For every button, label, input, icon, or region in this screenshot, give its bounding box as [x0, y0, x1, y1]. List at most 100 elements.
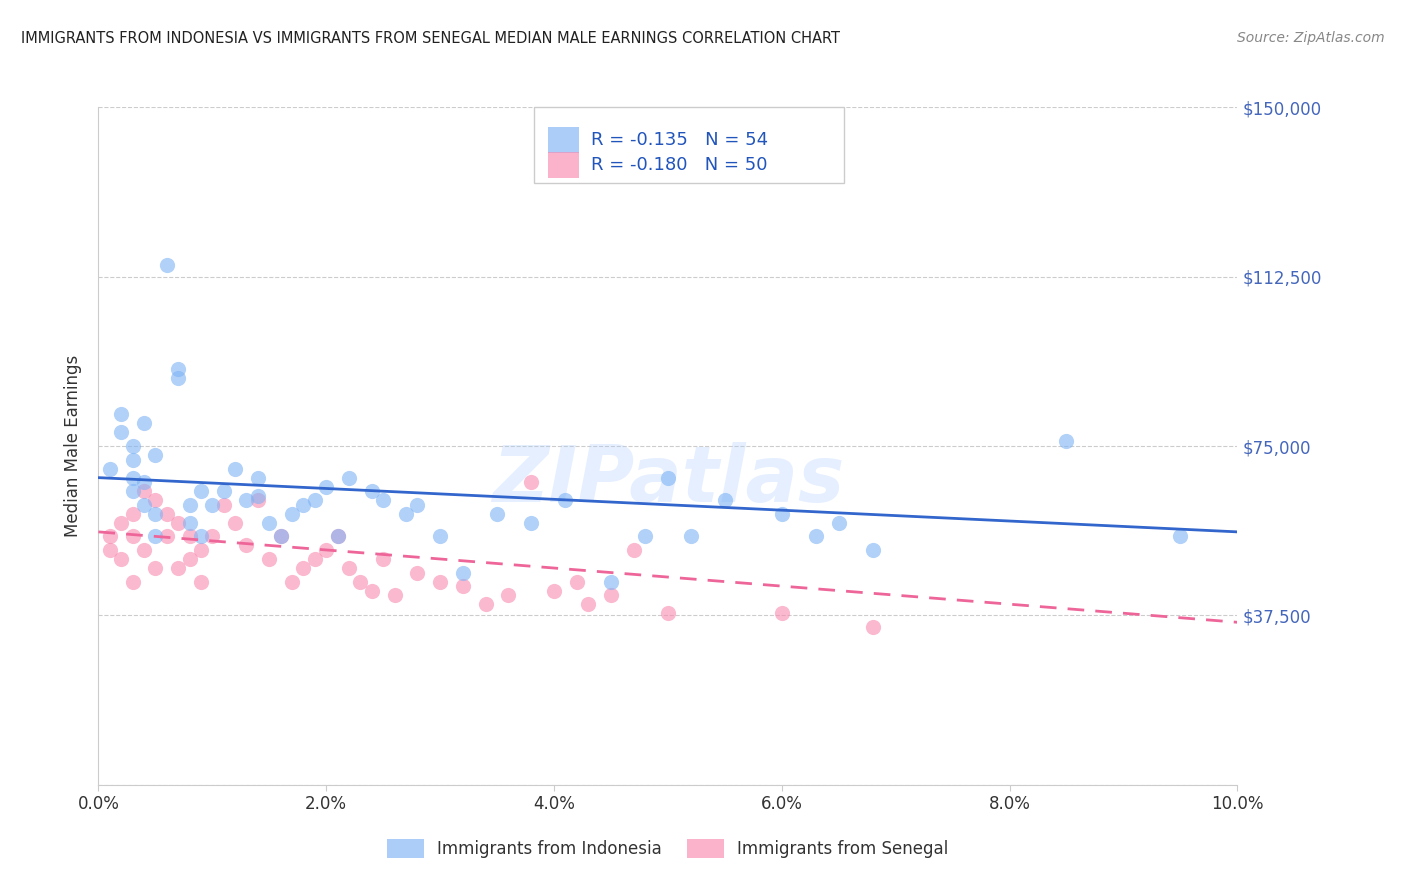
Y-axis label: Median Male Earnings: Median Male Earnings [65, 355, 83, 537]
Point [554, 493, 576, 508]
Point [828, 516, 851, 530]
Point [190, 484, 212, 499]
Point [246, 493, 269, 508]
Point [1170, 529, 1192, 543]
Point [98, 529, 121, 543]
Point [304, 493, 326, 508]
Point [167, 362, 190, 376]
Point [190, 543, 212, 558]
Point [292, 561, 315, 575]
Text: R = -0.135   N = 54: R = -0.135 N = 54 [591, 131, 768, 149]
Point [373, 552, 395, 566]
Point [576, 597, 599, 611]
Point [259, 516, 281, 530]
Point [190, 529, 212, 543]
Text: Source: ZipAtlas.com: Source: ZipAtlas.com [1237, 31, 1385, 45]
Text: IMMIGRANTS FROM INDONESIA VS IMMIGRANTS FROM SENEGAL MEDIAN MALE EARNINGS CORREL: IMMIGRANTS FROM INDONESIA VS IMMIGRANTS … [21, 31, 841, 46]
Point [451, 579, 474, 593]
Point [406, 498, 429, 512]
Point [179, 552, 201, 566]
Point [429, 529, 451, 543]
Point [304, 552, 326, 566]
Point [145, 448, 167, 462]
Point [634, 529, 657, 543]
Point [360, 484, 382, 499]
Point [395, 507, 418, 521]
Point [804, 529, 827, 543]
Point [600, 588, 623, 602]
Point [224, 461, 246, 475]
Point [190, 574, 212, 589]
Point [714, 493, 737, 508]
Point [770, 507, 793, 521]
Point [657, 470, 679, 484]
Point [623, 543, 645, 558]
Point [121, 452, 143, 467]
Point [270, 529, 292, 543]
Point [235, 493, 257, 508]
Point [224, 516, 246, 530]
Point [156, 529, 179, 543]
Point [451, 566, 474, 580]
Point [600, 574, 623, 589]
Text: ZIPatlas: ZIPatlas [492, 442, 844, 518]
Point [360, 583, 382, 598]
Point [132, 417, 155, 431]
Point [212, 498, 235, 512]
Point [657, 606, 679, 620]
Point [110, 408, 132, 422]
Point [132, 475, 155, 490]
Point [543, 583, 565, 598]
Point [201, 498, 224, 512]
Point [520, 475, 543, 490]
Point [498, 588, 520, 602]
Point [337, 561, 360, 575]
Point [179, 498, 201, 512]
Point [121, 507, 143, 521]
Point [281, 574, 304, 589]
Point [98, 461, 121, 475]
Point [121, 529, 143, 543]
Point [384, 588, 406, 602]
Point [270, 529, 292, 543]
Point [246, 470, 269, 484]
Point [565, 574, 588, 589]
Point [326, 529, 349, 543]
Point [132, 498, 155, 512]
Point [110, 552, 132, 566]
Point [429, 574, 451, 589]
Point [98, 543, 121, 558]
Point [474, 597, 496, 611]
Point [520, 516, 543, 530]
Point [167, 561, 190, 575]
Point [259, 552, 281, 566]
Point [121, 484, 143, 499]
Point [337, 470, 360, 484]
Point [145, 561, 167, 575]
Point [156, 258, 179, 272]
Point [110, 516, 132, 530]
Point [235, 538, 257, 552]
Point [1056, 434, 1078, 449]
Legend: Immigrants from Indonesia, Immigrants from Senegal: Immigrants from Indonesia, Immigrants fr… [381, 832, 955, 864]
Point [486, 507, 509, 521]
Point [121, 470, 143, 484]
Point [121, 439, 143, 453]
Point [167, 371, 190, 385]
Point [212, 484, 235, 499]
Point [349, 574, 371, 589]
Point [315, 543, 337, 558]
Point [132, 543, 155, 558]
Point [679, 529, 702, 543]
Point [315, 480, 337, 494]
Point [110, 425, 132, 440]
Point [770, 606, 793, 620]
Point [373, 493, 395, 508]
Point [145, 507, 167, 521]
Point [281, 507, 304, 521]
Point [292, 498, 315, 512]
Point [179, 529, 201, 543]
Point [156, 507, 179, 521]
Point [179, 516, 201, 530]
Point [406, 566, 429, 580]
